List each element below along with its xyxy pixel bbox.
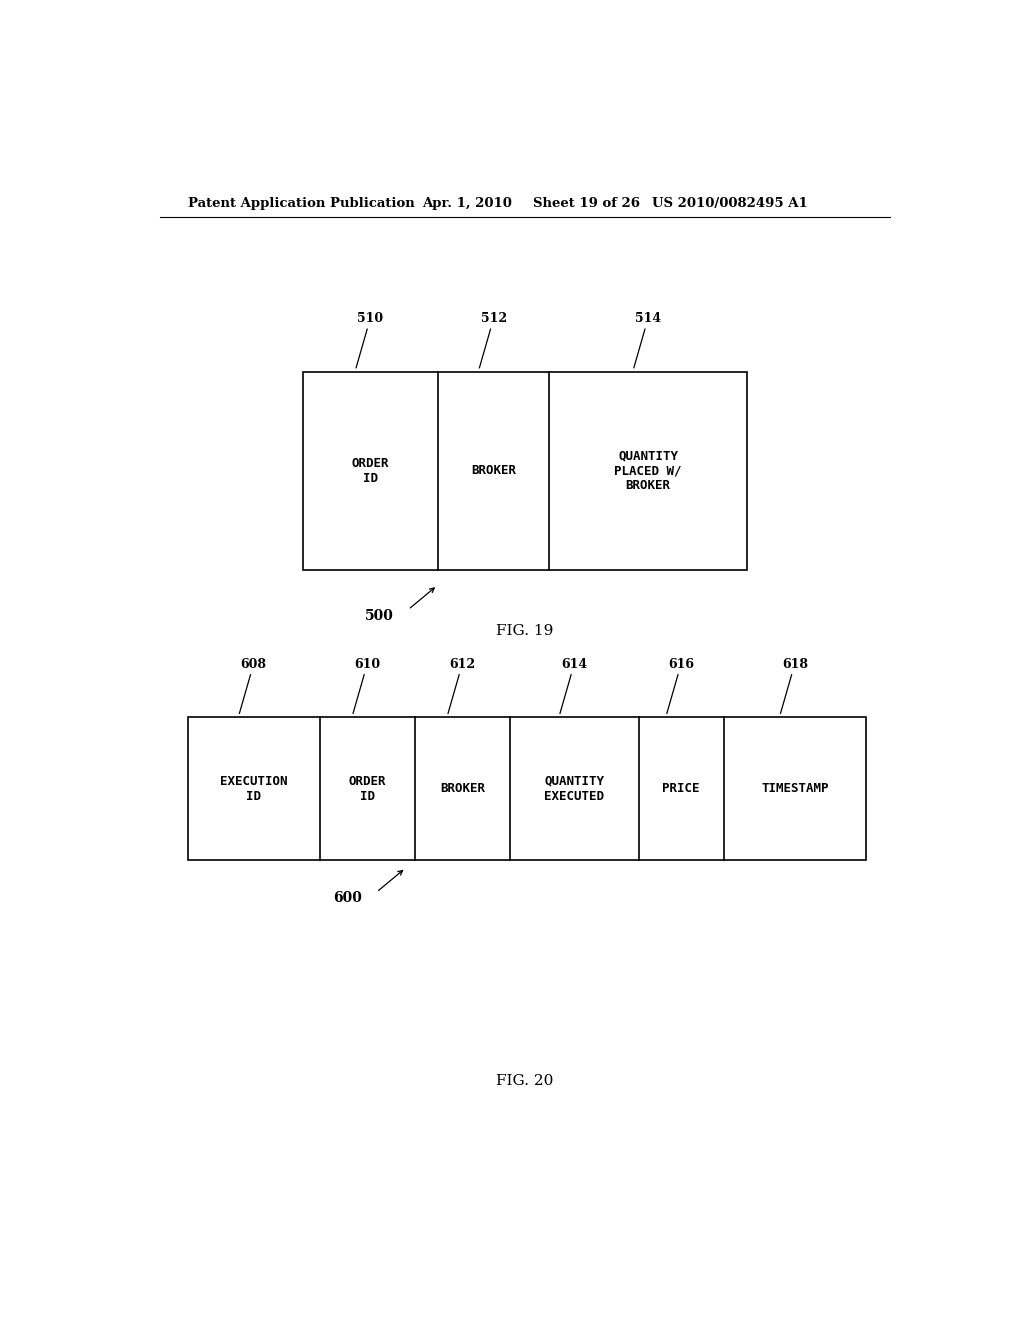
Text: ORDER
ID: ORDER ID bbox=[351, 457, 389, 484]
Text: BROKER: BROKER bbox=[440, 781, 484, 795]
Text: FIG. 19: FIG. 19 bbox=[496, 624, 554, 638]
Text: US 2010/0082495 A1: US 2010/0082495 A1 bbox=[652, 197, 808, 210]
Text: 614: 614 bbox=[561, 659, 588, 671]
Text: 616: 616 bbox=[668, 659, 694, 671]
Text: PRICE: PRICE bbox=[663, 781, 699, 795]
Bar bbox=[303, 372, 748, 570]
Text: TIMESTAMP: TIMESTAMP bbox=[761, 781, 828, 795]
Text: Patent Application Publication: Patent Application Publication bbox=[187, 197, 415, 210]
Text: 612: 612 bbox=[450, 659, 475, 671]
Text: 610: 610 bbox=[354, 659, 380, 671]
Text: 500: 500 bbox=[365, 609, 394, 623]
Text: Sheet 19 of 26: Sheet 19 of 26 bbox=[532, 197, 640, 210]
Text: QUANTITY
PLACED W/
BROKER: QUANTITY PLACED W/ BROKER bbox=[614, 449, 682, 492]
Text: EXECUTION
ID: EXECUTION ID bbox=[220, 775, 288, 803]
Text: 510: 510 bbox=[357, 313, 383, 326]
Text: QUANTITY
EXECUTED: QUANTITY EXECUTED bbox=[545, 775, 604, 803]
Text: ORDER
ID: ORDER ID bbox=[348, 775, 386, 803]
Text: 608: 608 bbox=[241, 659, 266, 671]
Text: 618: 618 bbox=[781, 659, 808, 671]
Text: BROKER: BROKER bbox=[471, 465, 516, 478]
Bar bbox=[187, 718, 866, 859]
Text: Apr. 1, 2010: Apr. 1, 2010 bbox=[422, 197, 512, 210]
Text: FIG. 20: FIG. 20 bbox=[496, 1074, 554, 1088]
Text: 600: 600 bbox=[333, 891, 362, 906]
Text: 514: 514 bbox=[635, 313, 662, 326]
Text: 512: 512 bbox=[480, 313, 507, 326]
